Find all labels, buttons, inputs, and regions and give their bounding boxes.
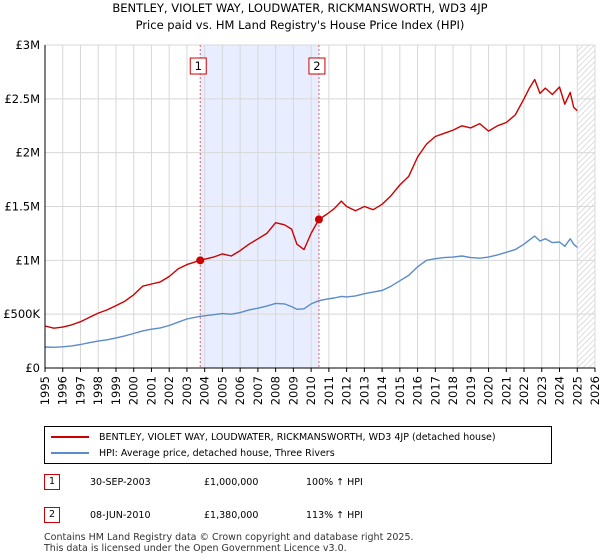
x-tick-label: 2017: [428, 376, 442, 405]
x-tick-label: 2003: [180, 376, 194, 405]
legend: BENTLEY, VIOLET WAY, LOUDWATER, RICKMANS…: [44, 426, 552, 464]
x-tick-label: 2011: [322, 376, 336, 405]
footer-licence: This data is licensed under the Open Gov…: [44, 543, 347, 554]
legend-swatch-property: [51, 436, 89, 438]
x-tick-label: 2013: [357, 376, 371, 405]
property-series-line: [44, 78, 578, 329]
chart-subtitle: Price paid vs. HM Land Registry's House …: [135, 18, 465, 32]
legend-item-property: BENTLEY, VIOLET WAY, LOUDWATER, RICKMANS…: [51, 429, 496, 445]
sale-marker-badge: [308, 57, 326, 75]
transaction-price: £1,000,000: [204, 477, 259, 488]
x-tick-label: 2004: [198, 376, 212, 405]
x-tick-label: 2001: [144, 376, 158, 405]
y-tick-label: £0: [25, 361, 40, 375]
transaction-date: 30-SEP-2003: [90, 477, 151, 488]
y-tick-label: £2.5M: [4, 92, 40, 106]
x-tick-label: 2018: [446, 376, 460, 405]
x-tick-label: 2019: [464, 376, 478, 405]
y-tick-label: £500K: [3, 307, 40, 321]
sale-marker-label: 2: [313, 59, 320, 73]
transaction-date: 08-JUN-2010: [90, 510, 151, 521]
legend-label-hpi: HPI: Average price, detached house, Thre…: [99, 447, 335, 459]
x-tick-label: 2006: [233, 376, 247, 405]
y-tick-label: £2M: [15, 146, 40, 160]
sale-point: [196, 256, 205, 265]
x-tick-label: 1999: [109, 376, 123, 405]
x-tick-label: 2002: [162, 376, 176, 405]
transaction-badge: 2: [44, 507, 60, 523]
legend-swatch-hpi: [51, 452, 89, 454]
x-tick-label: 2015: [393, 376, 407, 405]
transaction-row: 2 08-JUN-2010 £1,380,000 113% ↑ HPI: [44, 507, 544, 527]
hpi-series-line: [44, 235, 578, 348]
x-tick-label: 2025: [570, 376, 584, 405]
x-tick-label: 2023: [535, 376, 549, 405]
sale-marker-badge: [189, 57, 207, 75]
x-tick-label: 2007: [251, 376, 265, 405]
x-tick-label: 2026: [588, 376, 600, 405]
x-tick-label: 2021: [499, 376, 513, 405]
transaction-hpi: 113% ↑ HPI: [306, 510, 363, 521]
transaction-badge: 1: [44, 474, 60, 490]
chart-title: BENTLEY, VIOLET WAY, LOUDWATER, RICKMANS…: [112, 1, 488, 15]
x-tick-label: 1998: [91, 376, 105, 405]
x-tick-label: 2024: [553, 376, 567, 405]
legend-label-property: BENTLEY, VIOLET WAY, LOUDWATER, RICKMANS…: [99, 431, 496, 443]
legend-item-hpi: HPI: Average price, detached house, Thre…: [51, 445, 335, 461]
transaction-hpi: 100% ↑ HPI: [306, 477, 363, 488]
x-tick-label: 1997: [73, 376, 87, 405]
x-tick-label: 2012: [340, 376, 354, 405]
sale-point: [314, 215, 323, 224]
y-tick-label: £1M: [15, 253, 40, 267]
transaction-price: £1,380,000: [204, 510, 259, 521]
x-tick-label: 2014: [375, 376, 389, 405]
x-tick-label: 1995: [38, 376, 52, 405]
transaction-row: 1 30-SEP-2003 £1,000,000 100% ↑ HPI: [44, 474, 544, 494]
sale-marker-label: 1: [195, 59, 202, 73]
x-tick-label: 2008: [269, 376, 283, 405]
x-tick-label: 2022: [517, 376, 531, 405]
x-tick-label: 2016: [411, 376, 425, 405]
footer-copyright: Contains HM Land Registry data © Crown c…: [44, 532, 414, 543]
x-tick-label: 2000: [127, 376, 141, 405]
x-tick-label: 1996: [56, 376, 70, 405]
y-tick-label: £3M: [15, 38, 40, 52]
x-tick-label: 2010: [304, 376, 318, 405]
x-tick-label: 2020: [482, 376, 496, 405]
y-tick-label: £1.5M: [4, 200, 40, 214]
x-tick-label: 2009: [286, 376, 300, 405]
x-tick-label: 2005: [215, 376, 229, 405]
